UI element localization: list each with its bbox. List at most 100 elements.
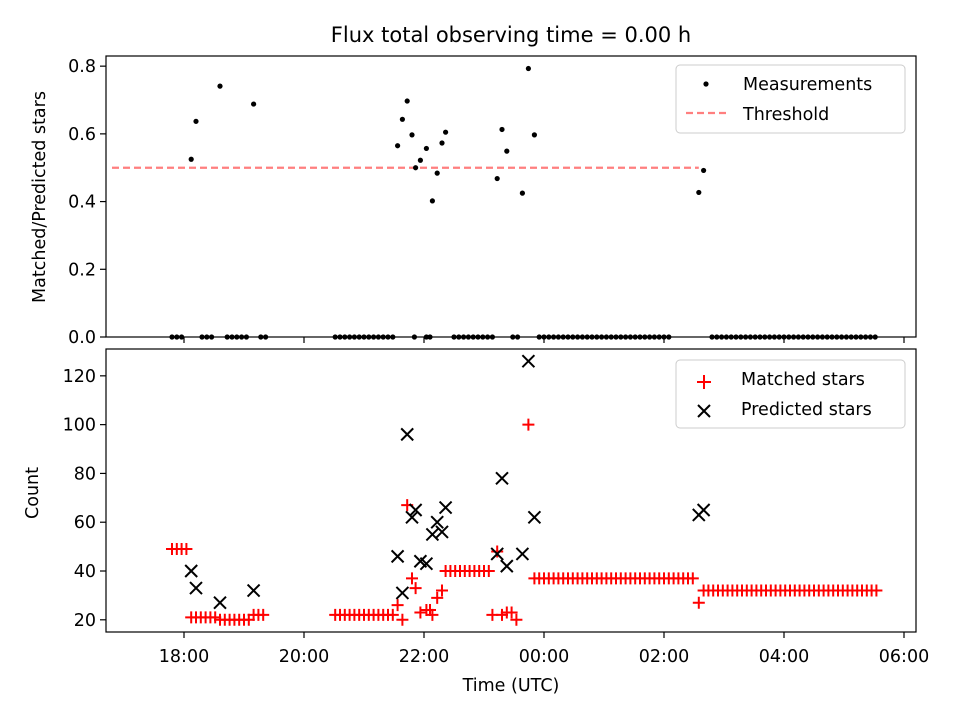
predicted-point [500, 559, 514, 573]
legend-threshold-label: Threshold [742, 105, 829, 125]
ratio-panel: Matched/Predicted stars 0.00.20.40.60.8 … [30, 55, 917, 348]
matched-point [386, 608, 399, 621]
measurement-point [443, 129, 449, 135]
chart-title: Flux total observing time = 0.00 h [331, 23, 691, 47]
x-tick-label: 18:00 [159, 647, 209, 667]
x-tick-label: 04:00 [759, 647, 809, 667]
legend-matched-label: Matched stars [741, 370, 865, 390]
top-legend-box [675, 64, 906, 134]
predicted-point [490, 547, 504, 561]
predicted-points [184, 354, 711, 610]
predicted-point [430, 515, 444, 529]
bottom-x-ticks: 18:00 20:00 22:00 00:00 02:00 04:00 06:00 [159, 632, 929, 667]
bottom-y-tick-label: 60 [74, 513, 96, 533]
measurement-point [525, 65, 532, 72]
measurement-point [519, 190, 526, 196]
matched-point [426, 608, 439, 621]
predicted-point [405, 510, 419, 525]
bottom-legend: Matched stars Predicted stars [675, 359, 906, 429]
matched-point [482, 565, 495, 578]
count-panel: Count Time (UTC) 20 40 60 80 100 120 18:00 20:… [23, 348, 929, 696]
measurement-point [499, 126, 505, 133]
measurement-point [188, 156, 194, 162]
predicted-point [400, 427, 414, 442]
legend-measurement-marker [703, 81, 709, 87]
x-tick-label: 20:00 [279, 647, 329, 667]
x-tick-label: 06:00 [879, 647, 929, 667]
legend-predicted-marker [697, 404, 711, 418]
top-y-tick-label: 0.6 [68, 125, 96, 145]
bottom-y-tick-label: 100 [63, 416, 96, 436]
predicted-point [419, 556, 434, 571]
matched-point [396, 613, 409, 626]
matched-point [510, 613, 523, 626]
measurement-point [429, 198, 435, 204]
bottom-y-tick-label: 80 [74, 464, 96, 484]
predicted-point [408, 503, 423, 517]
matched-point [391, 599, 404, 612]
legend-matched-marker [697, 375, 711, 389]
predicted-point [213, 596, 227, 610]
measurement-point [701, 167, 707, 174]
matched-point [686, 572, 699, 585]
matched-point [436, 584, 448, 597]
predicted-point [395, 586, 410, 600]
bottom-y-ticks: 20 40 60 80 100 120 [63, 367, 106, 631]
top-y-tick-label: 0.4 [68, 193, 96, 213]
matched-point [180, 543, 193, 556]
predicted-point [390, 549, 405, 564]
top-y-ticks: 0.0 0.2 0.4 0.6 0.8 [68, 57, 106, 348]
measurement-point [413, 165, 419, 171]
measurement-point [251, 101, 257, 107]
top-y-tick-label: 0.8 [68, 57, 96, 77]
x-axis-label: Time (UTC) [462, 676, 560, 696]
predicted-point [696, 503, 711, 517]
measurement-point [417, 157, 423, 163]
measurement-point [439, 140, 445, 146]
predicted-point [495, 471, 509, 486]
predicted-point [425, 527, 440, 542]
predicted-point [515, 547, 530, 561]
bottom-y-tick-label: 40 [74, 562, 96, 582]
predicted-point [184, 564, 198, 578]
top-y-axis-label: Matched/Predicted stars [30, 91, 50, 303]
top-y-tick-label: 0.0 [68, 328, 96, 348]
bottom-axes-frame [105, 348, 917, 633]
bottom-legend-box [675, 359, 906, 429]
predicted-point [438, 500, 453, 515]
top-y-tick-label: 0.2 [68, 260, 96, 280]
measurement-point [423, 145, 429, 152]
matched-point [414, 606, 427, 619]
measurement-point [494, 175, 500, 182]
x-tick-label: 02:00 [639, 647, 689, 667]
matched-point [522, 418, 535, 431]
measurement-point [193, 118, 199, 124]
matched-points [166, 418, 883, 626]
predicted-point [527, 510, 542, 525]
x-tick-label: 00:00 [519, 647, 569, 667]
bottom-y-tick-label: 120 [63, 367, 96, 387]
bottom-y-axis-label: Count [23, 467, 43, 519]
measurement-point [434, 170, 440, 176]
matched-point [870, 584, 883, 597]
top-legend: Measurements Threshold [675, 64, 906, 134]
matched-point [257, 608, 270, 621]
matched-point [692, 596, 705, 609]
measurement-point [399, 116, 405, 122]
predicted-point [521, 354, 536, 368]
predicted-point [435, 525, 449, 539]
measurement-point [409, 132, 415, 138]
measurement-point [504, 148, 510, 154]
measurement-point [395, 143, 401, 149]
measurement-point [217, 83, 223, 89]
bottom-y-tick-label: 20 [74, 611, 96, 631]
legend-predicted-label: Predicted stars [741, 400, 872, 420]
matched-point [491, 545, 504, 558]
measurement-point [404, 98, 410, 104]
legend-measurements-label: Measurements [743, 75, 872, 95]
top-axes-frame [105, 55, 917, 338]
matched-point [406, 572, 418, 585]
matched-point [431, 591, 444, 604]
x-tick-label: 22:00 [399, 647, 449, 667]
measurement-point [531, 132, 538, 138]
